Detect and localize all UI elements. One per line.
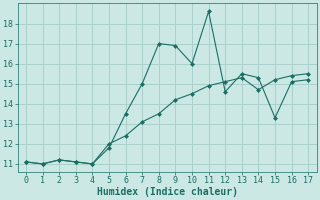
X-axis label: Humidex (Indice chaleur): Humidex (Indice chaleur) xyxy=(97,186,237,197)
